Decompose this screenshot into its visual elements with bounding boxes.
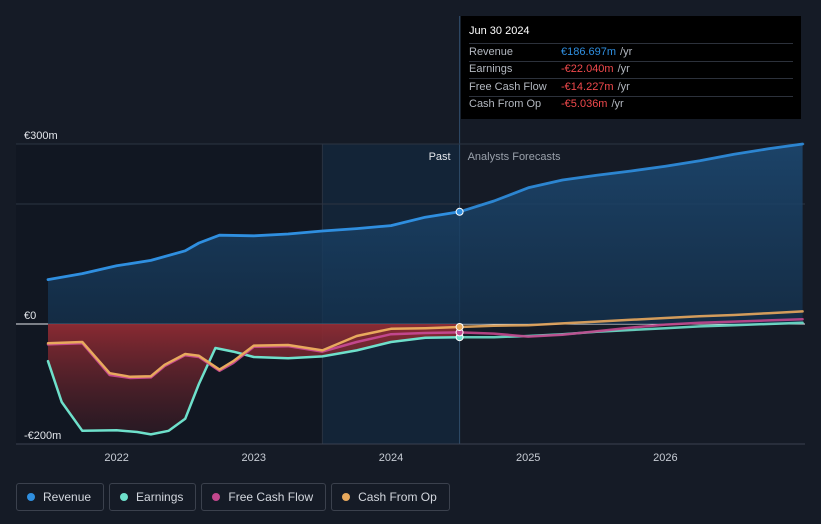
y-tick-label: -€200m xyxy=(24,430,61,442)
y-tick-label: €0 xyxy=(24,310,36,322)
revenue-line-forecast xyxy=(458,142,804,214)
x-tick-label: 2024 xyxy=(379,452,403,464)
revenue-area xyxy=(48,144,803,324)
x-tick-label: 2022 xyxy=(104,452,128,464)
forecast-label: Analysts Forecasts xyxy=(468,151,561,163)
y-tick-label: €300m xyxy=(24,130,58,142)
tooltip-unit: /yr xyxy=(620,45,633,58)
free-cash-flow-dot-icon xyxy=(212,493,221,501)
legend-label: Cash From Op xyxy=(358,490,437,504)
earnings-dot-icon xyxy=(120,493,129,501)
tooltip-value: -€22.040m xyxy=(561,63,614,75)
tooltip-row-cash-from-op: Cash From Op -€5.036m /yr xyxy=(469,95,793,114)
tooltip-value: -€5.036m xyxy=(561,98,608,110)
legend-label: Free Cash Flow xyxy=(228,490,314,504)
earnings-line-past xyxy=(46,335,461,436)
cash-from-op-line-forecast xyxy=(458,310,804,329)
free-cash-flow-line-forecast xyxy=(458,317,804,338)
chart-legend: Revenue Earnings Free Cash Flow Cash Fro… xyxy=(16,483,450,511)
cash-from-op-marker xyxy=(455,323,464,331)
legend-item-revenue[interactable]: Revenue xyxy=(16,483,105,511)
legend-label: Earnings xyxy=(136,490,184,504)
tooltip-unit: /yr xyxy=(617,63,630,75)
revenue-dot-icon xyxy=(27,493,35,501)
cash-from-op-dot-icon xyxy=(342,493,351,501)
tooltip-label: Earnings xyxy=(469,63,513,75)
tooltip-date: Jun 30 2024 xyxy=(469,25,530,37)
earnings-negative-area xyxy=(48,324,460,435)
tooltip-row-free-cash-flow: Free Cash Flow -€14.227m /yr xyxy=(469,78,793,96)
revenue-line-past xyxy=(46,210,461,281)
tooltip-label: Revenue xyxy=(469,45,514,58)
tooltip-label: Free Cash Flow xyxy=(469,80,547,93)
tooltip-unit: /yr xyxy=(617,80,630,93)
tooltip-row-earnings: Earnings -€22.040m /yr xyxy=(469,60,793,79)
x-tick-label: 2026 xyxy=(653,452,677,464)
legend-item-cash-from-op[interactable]: Cash From Op xyxy=(331,483,450,511)
cash-from-op-line-past xyxy=(46,325,461,379)
revenue-marker xyxy=(455,207,464,216)
legend-item-free-cash-flow[interactable]: Free Cash Flow xyxy=(201,483,327,511)
tooltip-label: Cash From Op xyxy=(469,98,542,110)
past-label: Past xyxy=(429,151,451,163)
hover-tooltip: Jun 30 2024 Revenue €186.697m /yr Earnin… xyxy=(461,16,801,119)
x-tick-label: 2023 xyxy=(242,452,266,464)
legend-label: Revenue xyxy=(43,490,92,504)
tooltip-row-revenue: Revenue €186.697m /yr xyxy=(469,43,793,61)
tooltip-value: -€14.227m xyxy=(561,80,614,93)
tooltip-value: €186.697m xyxy=(561,45,617,58)
tooltip-unit: /yr xyxy=(611,98,624,110)
x-tick-label: 2025 xyxy=(516,452,540,464)
legend-item-earnings[interactable]: Earnings xyxy=(109,483,197,511)
